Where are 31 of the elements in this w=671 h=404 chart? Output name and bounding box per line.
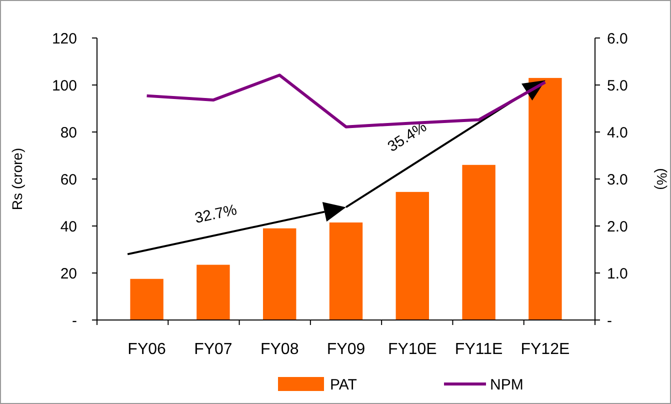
x-tick-label: FY06 — [128, 341, 166, 358]
y2-tick-label: 5.0 — [607, 77, 628, 94]
y2-tick-label: 3.0 — [607, 171, 628, 188]
bar — [196, 264, 230, 320]
x-tick-label: FY09 — [326, 341, 366, 358]
y2-tick-label: 4.0 — [607, 124, 628, 142]
y2-tick-label: 1.0 — [607, 265, 628, 282]
y-axis-title: Rs (crore) — [9, 148, 25, 210]
y-tick-label: 60 — [60, 171, 77, 188]
bar — [130, 278, 164, 320]
y-tick-label: 100 — [52, 77, 77, 94]
legend-label: PAT — [330, 376, 357, 394]
x-tick-label: FY11E — [454, 341, 503, 358]
bar — [263, 228, 296, 320]
annotation: 32.7% — [193, 202, 238, 228]
x-tick-label: FY07 — [194, 341, 232, 358]
y2-tick-label: 2.0 — [607, 218, 628, 236]
y-tick-label: - — [72, 312, 77, 330]
legend-label: NPM — [490, 376, 524, 394]
y-tick-label: 80 — [60, 124, 77, 142]
y2-tick-label: 6.0 — [607, 30, 628, 48]
y2-axis-title: (%) — [654, 168, 670, 190]
y-tick-label: 40 — [60, 218, 77, 236]
bar — [462, 164, 496, 320]
y-tick-label: 20 — [60, 265, 77, 282]
x-tick-label: FY12E — [520, 341, 570, 358]
y-tick-label: 120 — [52, 30, 77, 48]
y2-tick-label: - — [607, 312, 612, 330]
bar — [396, 192, 429, 320]
x-tick-label: FY08 — [260, 341, 299, 358]
x-tick-label: FY10E — [388, 341, 437, 358]
